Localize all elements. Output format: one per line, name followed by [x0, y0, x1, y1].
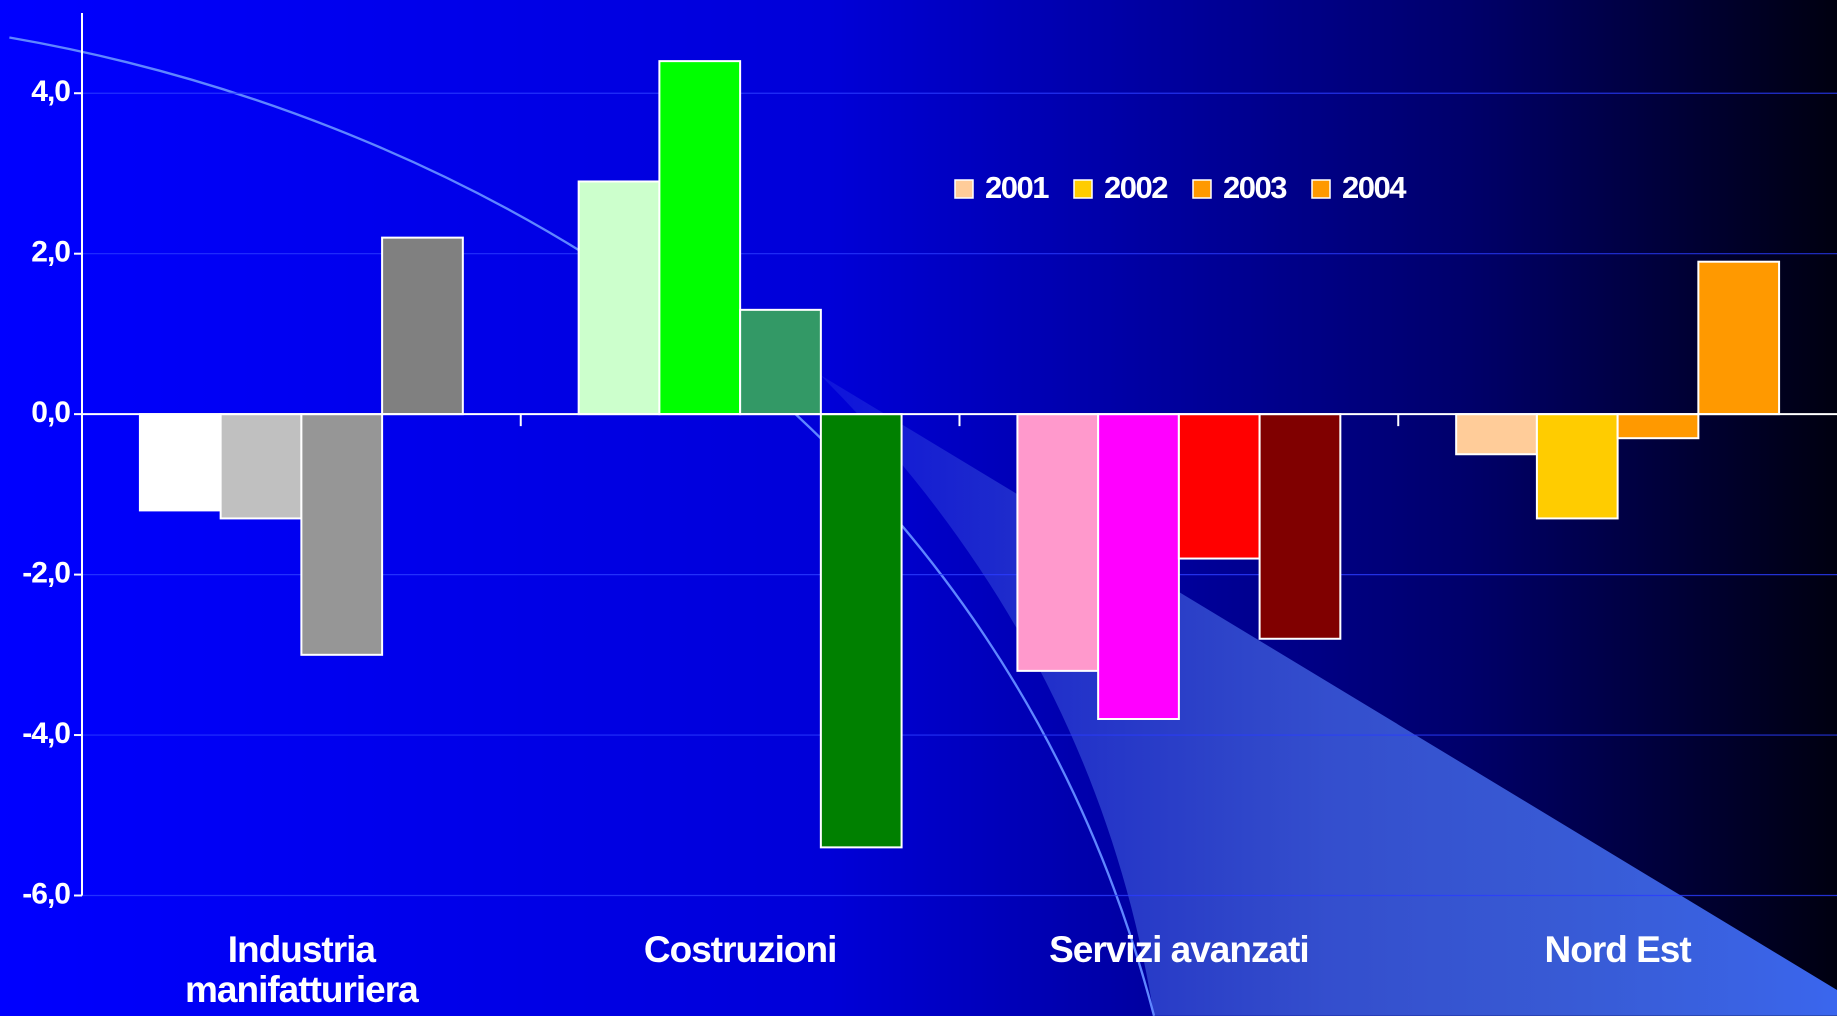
- bar: [381, 236, 464, 416]
- legend-label: 2002: [1104, 170, 1167, 205]
- bar: [819, 413, 903, 849]
- legend-swatch: [1073, 179, 1093, 199]
- x-tick-label: Costruzioni: [643, 929, 837, 970]
- legend-label: 2003: [1223, 170, 1287, 205]
- y-tick-label: -4,0: [22, 717, 70, 750]
- bar: [739, 308, 822, 416]
- bar: [1258, 413, 1342, 640]
- bar: [1535, 413, 1619, 520]
- bar: [1177, 413, 1261, 560]
- y-tick-label: 4,0: [31, 75, 70, 108]
- y-tick-label: -2,0: [22, 557, 70, 590]
- bar: [1697, 260, 1781, 416]
- bar: [219, 413, 303, 520]
- legend-swatch: [954, 179, 974, 199]
- x-tick-label: Industria manifatturiera: [185, 929, 419, 1010]
- bar: [1455, 413, 1538, 456]
- y-tick-label: 0,0: [31, 396, 70, 429]
- legend-swatch: [1192, 179, 1212, 199]
- x-tick-label: Servizi avanzati: [1049, 929, 1310, 970]
- bar: [138, 413, 222, 512]
- plot: -6,0 -4,0 -2,0 0,0 2,0 4,0 2001 2002 2003 2004: [22, 13, 1837, 910]
- bar: [1097, 413, 1180, 720]
- bar: [1016, 413, 1100, 672]
- x-tick-label: Nord Est: [1544, 929, 1692, 970]
- y-tick-label: -6,0: [22, 877, 70, 910]
- legend-label: 2004: [1342, 170, 1407, 205]
- y-tick-label: 2,0: [31, 236, 70, 269]
- bar: [577, 180, 661, 416]
- legend-swatch: [1311, 179, 1331, 199]
- bar: [1616, 413, 1700, 440]
- legend-label: 2001: [985, 170, 1049, 205]
- bar: [300, 413, 384, 656]
- bar: [658, 60, 742, 416]
